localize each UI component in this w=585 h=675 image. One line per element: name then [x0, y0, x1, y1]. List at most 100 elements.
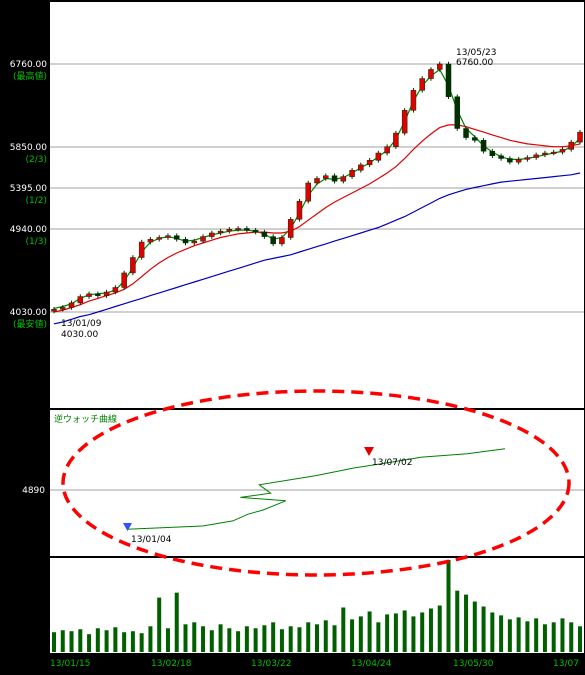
volume-bars — [52, 560, 582, 652]
candle-body — [305, 182, 311, 202]
candle — [410, 88, 417, 113]
volume-bar — [411, 616, 416, 652]
candle — [498, 153, 504, 161]
candle-body — [472, 137, 478, 141]
x-axis-label-1: 13/02/18 — [151, 659, 192, 669]
volume-bar — [481, 606, 486, 652]
volume-bar — [367, 611, 372, 652]
candle-body — [498, 155, 504, 159]
volume-bar — [420, 612, 425, 652]
candle — [156, 235, 162, 242]
price-axis-value-0: 6760.00 — [10, 60, 47, 70]
candle-body — [515, 159, 522, 163]
watch-curve — [126, 448, 506, 530]
candle — [112, 285, 119, 295]
candle-body — [358, 164, 364, 171]
candle — [147, 237, 154, 245]
candle — [252, 227, 259, 235]
price-axis-sub-2: (1/2) — [25, 196, 47, 206]
x-axis-label-4: 13/05/30 — [453, 659, 494, 669]
watch-axis-value: 4890 — [22, 486, 45, 496]
x-axis-label-5: 13/07 — [553, 659, 579, 669]
candle — [489, 148, 496, 159]
candle — [182, 237, 189, 246]
volume-bar — [358, 616, 363, 652]
candle — [165, 233, 171, 240]
volume-bar — [578, 626, 582, 652]
volume-bar — [279, 629, 284, 652]
volume-bar — [428, 608, 433, 652]
candle — [191, 238, 198, 246]
volume-bar — [209, 630, 214, 652]
candle-body — [454, 96, 461, 129]
candle — [524, 155, 531, 162]
volume-bar — [262, 625, 267, 652]
candle-body — [410, 90, 417, 111]
candle-body — [60, 307, 66, 310]
candle-body — [296, 200, 303, 220]
price-axis-value-3: 4940.00 — [10, 225, 47, 235]
candle — [95, 291, 101, 298]
candle-body — [217, 230, 224, 234]
volume-bar — [201, 626, 206, 652]
volume-bar — [350, 619, 355, 652]
watch-start-marker — [123, 523, 132, 531]
volume-bar — [516, 617, 521, 652]
candle-body — [173, 235, 180, 240]
volume-bar — [227, 628, 232, 652]
candlesticks — [51, 61, 583, 314]
candle-body — [156, 237, 162, 240]
volume-bar — [288, 626, 293, 652]
watch-start-label: 13/01/04 — [131, 535, 172, 545]
volume-bar — [525, 621, 530, 652]
candle-body — [314, 178, 320, 184]
price-axis-value-4: 4030.00 — [10, 308, 47, 318]
candle-body — [568, 141, 574, 150]
watch-end-marker — [364, 447, 374, 456]
candle — [305, 180, 311, 204]
candle — [279, 235, 285, 247]
candle — [130, 255, 136, 276]
candle — [323, 173, 329, 181]
volume-bar — [218, 624, 223, 652]
candle — [577, 129, 583, 145]
candle-body — [463, 128, 469, 138]
volume-bar — [122, 632, 127, 652]
candle — [542, 150, 548, 158]
candle — [550, 149, 557, 156]
candle — [200, 234, 206, 244]
volume-bar — [376, 622, 381, 652]
volume-bar — [446, 560, 451, 652]
candle — [296, 198, 303, 222]
candle-body — [349, 170, 355, 177]
candle-body — [436, 63, 443, 70]
volume-bar — [402, 610, 407, 652]
candle — [472, 135, 478, 143]
candle — [235, 226, 241, 232]
price-axis-sub-1: (2/3) — [25, 155, 47, 165]
volume-bar — [542, 624, 547, 652]
low-value-label: 4030.00 — [61, 330, 98, 340]
price-axis-value-1: 5850.00 — [10, 143, 47, 153]
volume-bar — [315, 624, 319, 652]
volume-bar — [95, 628, 100, 652]
candle-body — [130, 257, 136, 274]
candle — [533, 152, 539, 160]
candle-body — [138, 241, 145, 258]
price-axis-sub-0: (最高値) — [13, 70, 47, 82]
candle — [349, 168, 355, 179]
low-date-label: 13/01/09 — [61, 319, 102, 329]
candle — [217, 228, 224, 236]
volume-bar — [244, 626, 249, 652]
volume-bar — [52, 632, 56, 652]
volume-bar — [332, 625, 337, 652]
watch-curve-title: 逆ウォッチ曲線 — [54, 413, 117, 425]
candle — [436, 61, 443, 72]
volume-bar — [464, 594, 469, 652]
volume-bar — [323, 620, 328, 652]
candle-body — [542, 152, 548, 156]
candle-body — [191, 240, 198, 244]
candle-body — [112, 287, 119, 293]
volume-bar — [385, 614, 390, 652]
candle — [121, 270, 127, 290]
